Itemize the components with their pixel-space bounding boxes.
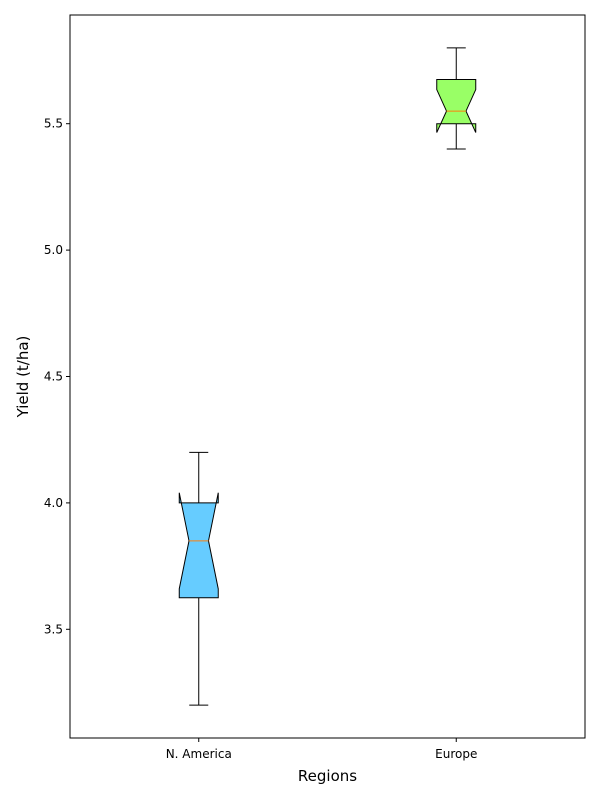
y-tick-label: 5.5 — [44, 117, 63, 131]
box-body — [436, 78, 477, 133]
box-group — [436, 47, 477, 150]
y-tick-label: 4.0 — [44, 496, 63, 510]
x-axis-ticks: N. America Europe — [166, 738, 477, 761]
y-tick-label: 5.0 — [44, 243, 63, 257]
x-axis-label: Regions — [298, 767, 357, 785]
x-tick-label: Europe — [435, 747, 477, 761]
box-series — [178, 47, 477, 706]
y-tick-label: 3.5 — [44, 622, 63, 636]
x-tick-label: N. America — [166, 747, 232, 761]
box-group — [178, 451, 219, 706]
box-body — [178, 492, 219, 599]
y-tick-label: 4.5 — [44, 370, 63, 384]
y-axis-ticks: 3.5 4.0 4.5 5.0 5.5 — [44, 117, 70, 636]
y-axis-label: Yield (t/ha) — [14, 336, 32, 419]
plot-area — [69, 14, 586, 739]
